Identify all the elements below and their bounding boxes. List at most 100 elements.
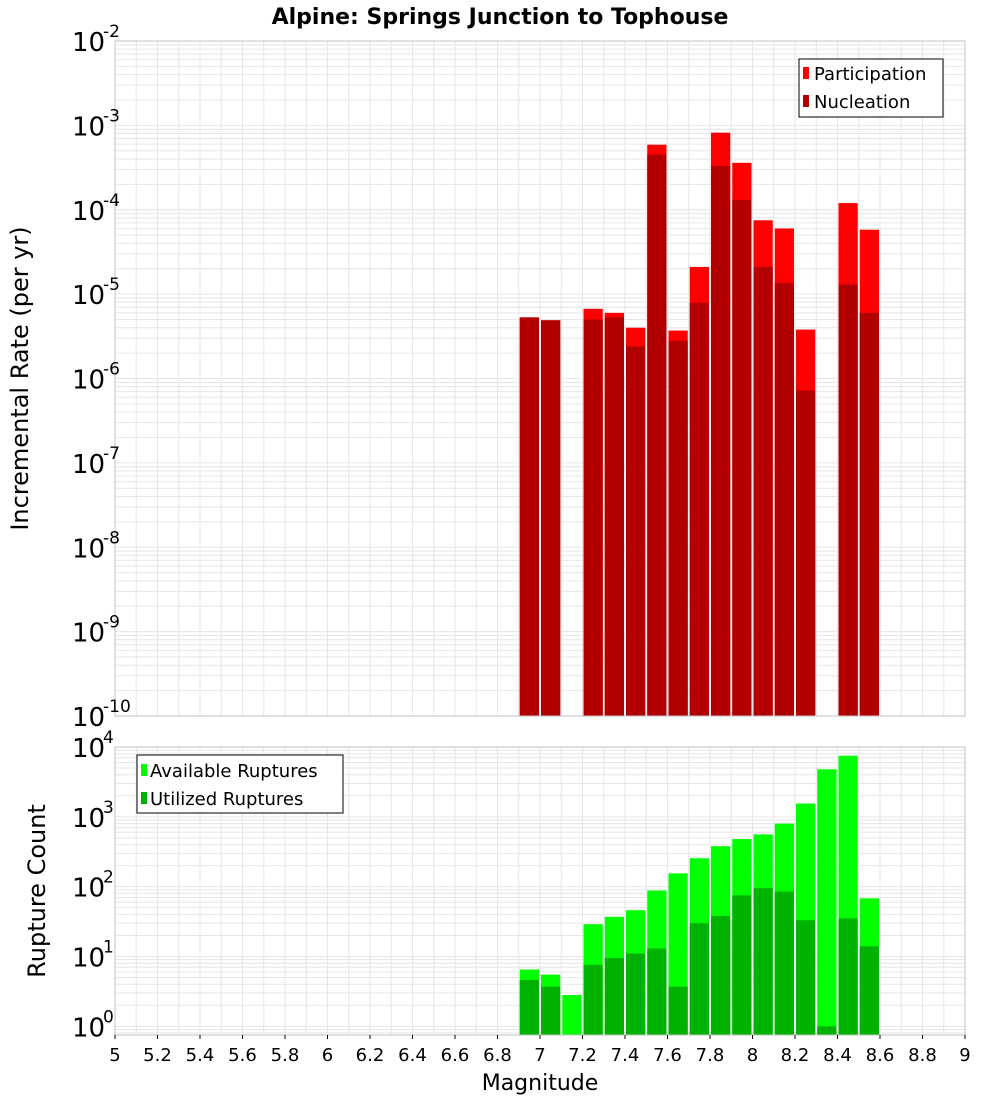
y-tick-exponent: -6 <box>103 360 120 380</box>
utilized-bar <box>583 964 603 1035</box>
count-plot-bars <box>519 755 879 1035</box>
x-tick-label: 9 <box>959 1045 970 1066</box>
x-tick-label: 8.6 <box>866 1045 895 1066</box>
x-tick-label: 6.8 <box>483 1045 512 1066</box>
utilized-bar <box>519 980 539 1035</box>
count-plot-y-label: Rupture Count <box>23 804 51 978</box>
rate-plot-y-label: Incremental Rate (per yr) <box>6 226 34 530</box>
rate-plot-grid <box>114 41 966 717</box>
y-tick-label: 10 <box>72 804 105 834</box>
rate-plot-y-ticks: 10-210-310-410-510-610-710-810-910-10 <box>72 22 131 733</box>
utilized-bar <box>774 891 794 1035</box>
x-tick-label: 7.2 <box>568 1045 597 1066</box>
rate-plot-bars <box>519 132 879 717</box>
y-tick-label: 10 <box>72 874 105 904</box>
count-plot-x-ticks: 5 5.2 5.4 5.6 5.8 6 6.2 6.4 6.6 6.8 7 7.2 7.4 7.6 7.8 8… <box>109 1035 971 1066</box>
y-tick-exponent: -10 <box>103 697 131 717</box>
y-tick-exponent: 4 <box>103 728 114 748</box>
utilized-legend-label: Utilized Ruptures <box>150 789 303 810</box>
x-tick-label: 6.4 <box>398 1045 427 1066</box>
y-tick-label: 10 <box>72 619 105 649</box>
participation-legend-label: Participation <box>814 64 926 85</box>
y-tick-exponent: -3 <box>103 106 120 126</box>
y-tick-label: 10 <box>72 28 105 58</box>
utilized-bar <box>689 923 709 1035</box>
nucleation-bar <box>732 200 752 716</box>
x-tick-label: 5.8 <box>271 1045 300 1066</box>
utilized-bar <box>604 958 624 1035</box>
y-tick-exponent: 2 <box>103 868 114 888</box>
rate-plot: 10-210-310-410-510-610-710-810-910-10 In… <box>6 22 966 733</box>
utilized-bar <box>817 1026 837 1035</box>
nucleation-bar <box>711 166 731 717</box>
chart-title: Alpine: Springs Junction to Tophouse <box>272 5 729 30</box>
utilized-bar <box>647 948 667 1035</box>
nucleation-bar <box>626 346 646 716</box>
nucleation-bar <box>838 284 858 716</box>
y-tick-label: 10 <box>72 450 105 480</box>
x-tick-label: 8.8 <box>908 1045 937 1066</box>
x-tick-label: 8.4 <box>823 1045 852 1066</box>
utilized-bar <box>541 986 561 1035</box>
x-tick-label: 8.2 <box>781 1045 810 1066</box>
available-legend-swatch <box>141 764 147 776</box>
y-tick-exponent: -2 <box>103 22 120 42</box>
x-tick-label: 7.8 <box>696 1045 725 1066</box>
nucleation-bar <box>859 312 879 716</box>
nucleation-bar <box>647 154 667 716</box>
utilized-bar <box>838 918 858 1035</box>
x-tick-label: 8 <box>747 1045 758 1066</box>
utilized-bar <box>626 953 646 1035</box>
y-tick-exponent: 3 <box>103 798 114 818</box>
y-tick-label: 10 <box>72 943 105 973</box>
y-tick-exponent: -8 <box>103 528 120 548</box>
y-tick-exponent: -5 <box>103 275 120 295</box>
x-tick-label: 6.2 <box>356 1045 385 1066</box>
y-tick-label: 10 <box>72 703 105 733</box>
x-tick-label: 6.6 <box>441 1045 470 1066</box>
nucleation-bar <box>774 283 794 716</box>
nucleation-bar <box>689 302 709 716</box>
nucleation-bar <box>668 340 688 716</box>
y-tick-exponent: -4 <box>103 191 120 211</box>
participation-legend-swatch <box>803 67 809 79</box>
y-tick-label: 10 <box>72 366 105 396</box>
x-tick-label: 7.4 <box>611 1045 640 1066</box>
x-tick-label: 7.6 <box>653 1045 682 1066</box>
utilized-bar <box>753 888 773 1035</box>
nucleation-legend-swatch <box>803 95 809 107</box>
available-legend-label: Available Ruptures <box>150 761 318 782</box>
y-tick-label: 10 <box>72 534 105 564</box>
x-tick-label: 5.6 <box>228 1045 257 1066</box>
utilized-bar <box>859 946 879 1035</box>
utilized-bar <box>711 915 731 1035</box>
nucleation-bar <box>541 320 561 716</box>
x-tick-label: 6 <box>322 1045 333 1066</box>
nucleation-bar <box>796 390 816 716</box>
count-legend-box <box>136 754 344 814</box>
y-tick-label: 10 <box>72 734 105 764</box>
utilized-bar <box>668 986 688 1035</box>
x-tick-label: 5.2 <box>143 1045 172 1066</box>
utilized-bar <box>796 920 816 1035</box>
y-tick-exponent: 0 <box>103 1007 114 1027</box>
rate-legend-box <box>798 58 944 118</box>
count-plot-legend: Available Ruptures Utilized Ruptures <box>136 754 344 814</box>
nucleation-bar <box>604 317 624 716</box>
x-tick-label: 7 <box>534 1045 545 1066</box>
x-tick-label: 5.4 <box>186 1045 215 1066</box>
rate-plot-legend: Participation Nucleation <box>798 58 944 118</box>
nucleation-bar <box>583 319 603 716</box>
available-bar <box>562 995 582 1035</box>
y-tick-label: 10 <box>72 281 105 311</box>
y-tick-label: 10 <box>72 1013 105 1043</box>
y-tick-exponent: 1 <box>103 937 114 957</box>
utilized-legend-swatch <box>141 792 147 804</box>
rate-plot-border <box>114 40 966 717</box>
nucleation-bar <box>519 317 539 716</box>
available-bar <box>817 769 837 1035</box>
y-tick-exponent: -7 <box>103 444 120 464</box>
